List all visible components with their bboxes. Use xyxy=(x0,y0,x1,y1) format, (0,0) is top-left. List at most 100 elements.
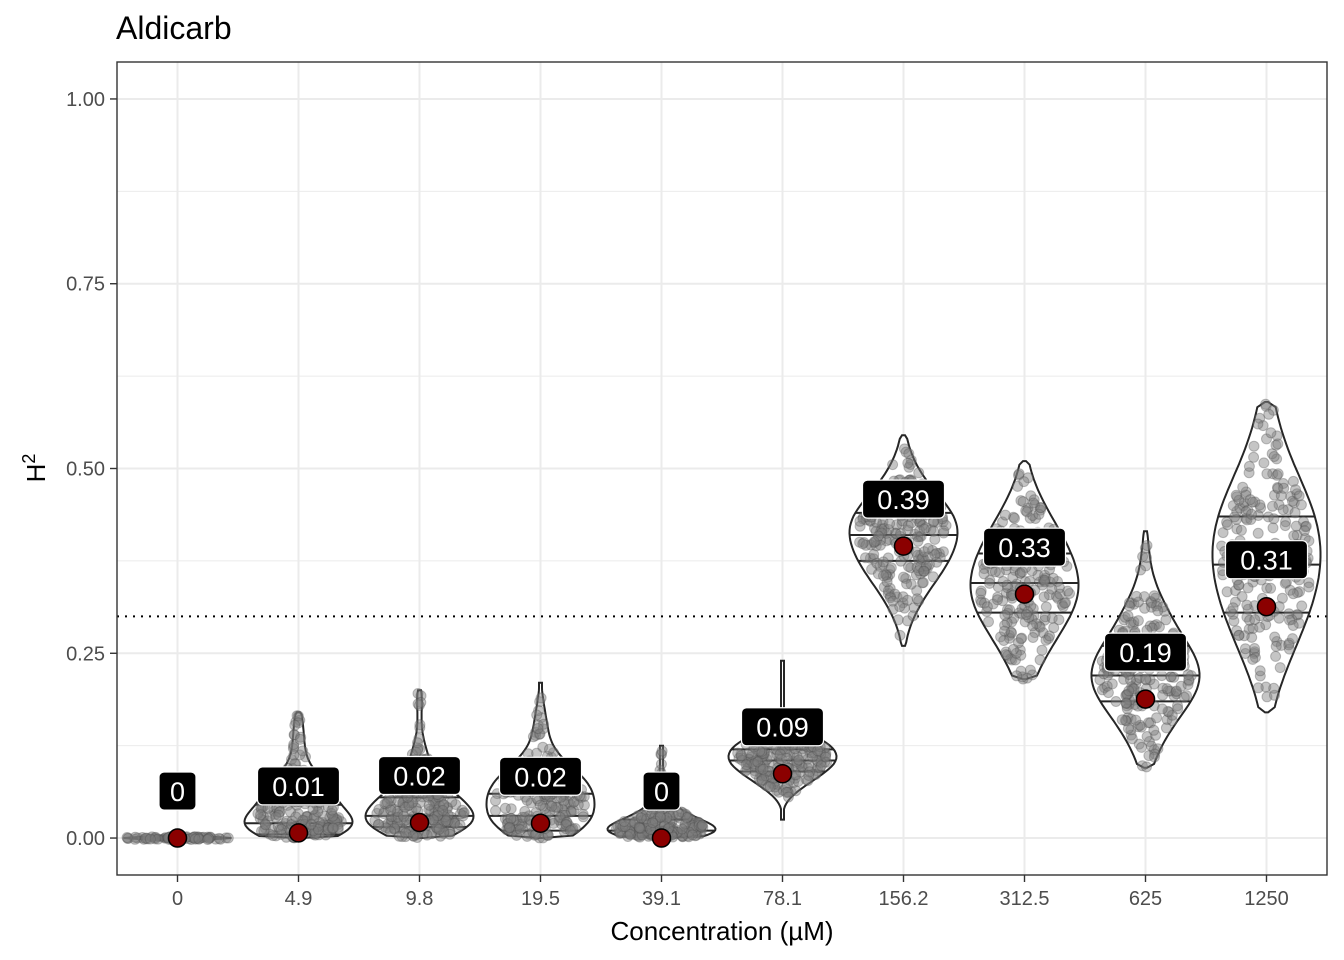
jitter-point xyxy=(510,814,522,826)
jitter-point xyxy=(300,751,311,763)
jitter-point xyxy=(410,802,422,814)
jitter-point xyxy=(1038,591,1050,603)
grid xyxy=(117,62,1327,875)
jitter-point xyxy=(636,809,648,821)
jitter-point xyxy=(690,829,702,841)
jitter-point xyxy=(534,696,546,708)
x-tick-label: 625 xyxy=(1129,888,1162,910)
jitter-point xyxy=(136,832,148,843)
jitter-point xyxy=(444,816,456,828)
jitter-point xyxy=(191,832,203,844)
jitter-point xyxy=(693,820,705,832)
jitter-point xyxy=(533,705,545,716)
jitter-point xyxy=(1237,481,1249,493)
jitter-point xyxy=(1283,639,1295,651)
x-tick-label: 312.5 xyxy=(999,888,1049,910)
point-estimate xyxy=(409,812,430,833)
estimate-label-text: 0 xyxy=(170,777,185,807)
jitter-point xyxy=(578,799,590,811)
jitter-point xyxy=(917,577,929,588)
jitter-point xyxy=(679,822,691,834)
jitter-point xyxy=(632,815,644,827)
jitter-point xyxy=(415,690,427,702)
jitter-point xyxy=(655,748,667,760)
jitter-point xyxy=(195,832,207,844)
y-axis-label: H2 xyxy=(19,454,51,483)
jitter-point xyxy=(281,815,293,827)
jitter-point xyxy=(635,809,647,821)
jitter-point xyxy=(656,745,668,757)
violin-19.5: 0.02 xyxy=(485,681,596,844)
jitter-point xyxy=(892,614,904,626)
jitter-point xyxy=(691,822,703,834)
jitter-point xyxy=(634,820,645,832)
jitter-point xyxy=(150,831,162,843)
point-estimate xyxy=(772,763,793,784)
jitter-point xyxy=(568,804,579,816)
jitter-point xyxy=(505,812,517,824)
point-estimate xyxy=(167,828,188,848)
jitter-point xyxy=(189,831,201,843)
jitter-point xyxy=(534,728,546,740)
jitter-point xyxy=(614,827,626,839)
violin-625: 0.19 xyxy=(1090,530,1201,773)
jitter-point xyxy=(428,794,440,806)
jitter-point xyxy=(612,820,624,832)
jitter-point xyxy=(215,833,226,845)
jitter-point xyxy=(373,819,385,831)
jitter-point xyxy=(1161,683,1173,695)
jitter-point xyxy=(437,805,449,816)
jitter-point xyxy=(373,818,384,830)
jitter-point xyxy=(146,831,158,843)
y-tick-label: 0.50 xyxy=(66,459,105,481)
jitter-point xyxy=(332,822,344,833)
jitter-point xyxy=(680,809,691,821)
jitter-point xyxy=(564,825,576,836)
jitter-point xyxy=(319,810,331,822)
jitter-point xyxy=(444,826,456,838)
jitter-point xyxy=(1288,530,1300,542)
jitter-point xyxy=(511,829,523,841)
jitter-point xyxy=(691,816,703,828)
jitter-point xyxy=(1126,733,1138,745)
jitter-point xyxy=(190,833,202,845)
jitter-point xyxy=(260,819,271,831)
jitter-point xyxy=(438,828,450,839)
jitter-point xyxy=(894,629,906,641)
violin-78.1: 0.09 xyxy=(727,659,838,821)
jitter-point xyxy=(676,823,688,835)
estimate-label-text: 0.39 xyxy=(877,485,930,515)
jitter-point xyxy=(624,828,636,840)
jitter-point xyxy=(332,818,344,830)
jitter-point xyxy=(614,820,626,832)
jitter-point xyxy=(542,829,554,841)
jitter-point xyxy=(322,822,334,834)
jitter-point xyxy=(428,816,440,828)
jitter-point xyxy=(454,819,466,831)
jitter-point xyxy=(678,822,690,834)
jitter-point xyxy=(1170,685,1182,697)
jitter-point xyxy=(655,758,667,770)
jitter-point xyxy=(373,804,385,815)
jitter-point xyxy=(565,806,577,818)
jitter-point xyxy=(300,815,312,827)
estimate-label: 0.19 xyxy=(1103,632,1188,672)
jitter-point xyxy=(655,816,667,828)
jitter-point xyxy=(412,688,424,699)
jitter-point xyxy=(402,800,414,812)
jitter-point xyxy=(385,826,397,838)
jitter-point xyxy=(202,831,214,843)
jitter-point xyxy=(122,833,134,844)
jitter-point xyxy=(317,817,329,828)
jitter-point xyxy=(1122,610,1134,622)
jitter-point xyxy=(429,810,441,822)
jitter-point xyxy=(513,819,525,830)
jitter-point xyxy=(530,730,542,741)
jitter-point xyxy=(938,525,950,537)
jitter-point xyxy=(302,811,314,823)
jitter-point xyxy=(556,803,568,815)
jitter-point xyxy=(292,717,304,729)
jitter-point xyxy=(432,809,444,821)
jitter-point xyxy=(188,831,200,843)
jitter-point xyxy=(740,759,752,771)
